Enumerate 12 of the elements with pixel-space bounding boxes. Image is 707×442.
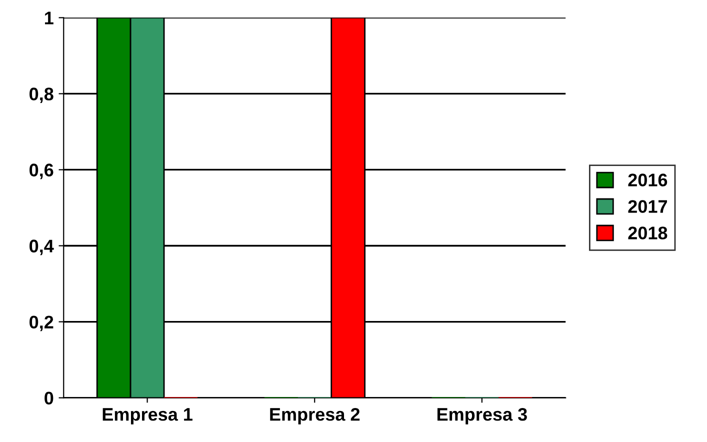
x-tick-label: Empresa 2 bbox=[270, 408, 360, 424]
y-tick-label: 1 bbox=[45, 12, 54, 24]
y-tick-label: 0,4 bbox=[30, 240, 54, 256]
y-tick-label: 0 bbox=[44, 392, 54, 405]
x-tick-label: Empresa 1 bbox=[102, 408, 192, 424]
y-tick-label: 0,8 bbox=[30, 88, 54, 104]
legend-label: 2016 bbox=[628, 174, 668, 186]
y-tick-label: 0,6 bbox=[30, 164, 54, 180]
x-tick-label: Empresa 3 bbox=[437, 408, 527, 424]
y-tick-label: 0,2 bbox=[30, 316, 54, 332]
legend-label: 2017 bbox=[628, 200, 667, 213]
legend-label: 2018 bbox=[628, 226, 668, 240]
